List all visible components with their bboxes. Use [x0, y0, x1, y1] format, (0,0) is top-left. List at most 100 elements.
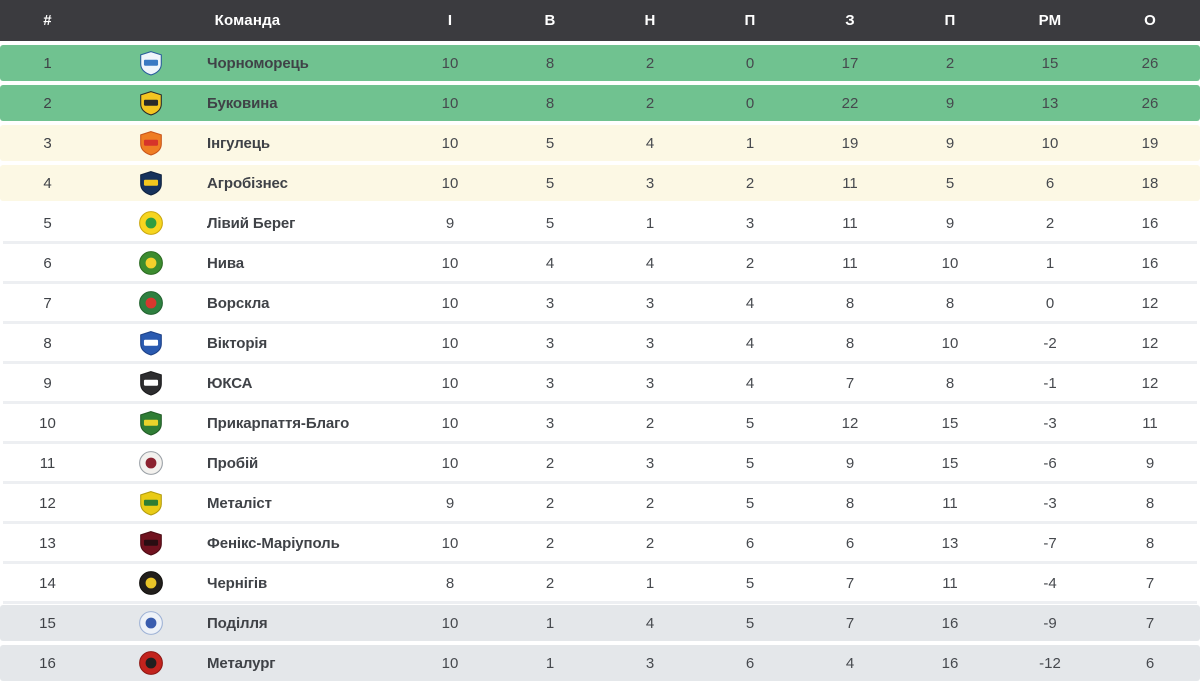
rank-cell: 6 — [43, 254, 52, 272]
goal-diff-cell: -2 — [1043, 334, 1057, 352]
team-name: Чернігів — [207, 574, 268, 592]
team-logo-icon — [95, 490, 207, 516]
table-row[interactable]: 14 Чернігів 8 2 1 5 7 11 -4 7 — [0, 565, 1200, 601]
rank-cell: 10 — [39, 414, 56, 432]
points-cell: 8 — [1145, 494, 1155, 512]
team-name: Інгулець — [207, 134, 270, 152]
played-cell: 10 — [441, 254, 459, 272]
played-cell: 10 — [441, 374, 459, 392]
wins-cell: 3 — [545, 334, 555, 352]
team-logo-icon — [95, 570, 207, 596]
goals-against-cell: 16 — [941, 614, 959, 632]
points-cell: 12 — [1141, 294, 1159, 312]
draws-cell: 3 — [645, 334, 655, 352]
table-row[interactable]: 9 ЮКСА 10 3 3 4 7 8 -1 12 — [0, 365, 1200, 401]
wins-cell: 2 — [545, 494, 555, 512]
table-row[interactable]: 7 Ворскла 10 3 3 4 8 8 0 12 — [0, 285, 1200, 321]
table-header-row: # Команда І В Н П З П РМ О — [0, 0, 1200, 41]
goals-for-cell: 11 — [842, 254, 858, 272]
goal-diff-cell: 10 — [1041, 134, 1059, 152]
wins-cell: 3 — [545, 414, 555, 432]
table-row[interactable]: 8 Вікторія 10 3 3 4 8 10 -2 12 — [0, 325, 1200, 361]
points-cell: 7 — [1145, 574, 1155, 592]
played-cell: 10 — [441, 414, 459, 432]
team-logo-icon — [95, 290, 207, 316]
goals-for-cell: 9 — [845, 454, 855, 472]
draws-cell: 2 — [645, 414, 655, 432]
points-cell: 12 — [1141, 374, 1159, 392]
table-row[interactable]: 4 Агробізнес 10 5 3 2 11 5 6 18 — [0, 165, 1200, 201]
rank-cell: 14 — [39, 574, 56, 592]
goal-diff-cell: -3 — [1043, 414, 1057, 432]
goals-for-cell: 11 — [842, 214, 858, 232]
goals-for-cell: 8 — [845, 334, 855, 352]
team-logo-icon — [95, 650, 207, 676]
goal-diff-cell: 6 — [1045, 174, 1055, 192]
points-cell: 6 — [1145, 654, 1155, 672]
goals-against-cell: 9 — [945, 214, 955, 232]
goal-diff-cell: -1 — [1043, 374, 1057, 392]
draws-cell: 1 — [645, 214, 655, 232]
table-row[interactable]: 2 Буковина 10 8 2 0 22 9 13 26 — [0, 85, 1200, 121]
played-cell: 10 — [441, 54, 459, 72]
goals-for-cell: 7 — [845, 614, 855, 632]
played-cell: 9 — [445, 494, 455, 512]
team-logo-icon — [95, 170, 207, 196]
draws-cell: 3 — [645, 294, 655, 312]
team-name: Лівий Берег — [207, 214, 296, 232]
losses-cell: 2 — [745, 254, 755, 272]
table-row[interactable]: 16 Металург 10 1 3 6 4 16 -12 6 — [0, 645, 1200, 681]
table-row[interactable]: 11 Пробій 10 2 3 5 9 15 -6 9 — [0, 445, 1200, 481]
draws-cell: 3 — [645, 174, 655, 192]
team-logo-icon — [95, 50, 207, 76]
losses-cell: 4 — [745, 374, 755, 392]
team-name: Нива — [207, 254, 245, 272]
wins-cell: 5 — [545, 174, 555, 192]
wins-cell: 8 — [545, 94, 555, 112]
losses-cell: 0 — [745, 54, 755, 72]
goals-for-cell: 19 — [841, 134, 859, 152]
rank-cell: 11 — [39, 454, 56, 472]
table-row[interactable]: 5 Лівий Берег 9 5 1 3 11 9 2 16 — [0, 205, 1200, 241]
column-header-wins: В — [544, 12, 556, 29]
table-row[interactable]: 13 Фенікс-Маріуполь 10 2 2 6 6 13 -7 8 — [0, 525, 1200, 561]
team-logo-icon — [95, 610, 207, 636]
draws-cell: 1 — [645, 574, 655, 592]
points-cell: 18 — [1141, 174, 1159, 192]
goal-diff-cell: 1 — [1045, 254, 1055, 272]
column-header-goals-against: П — [944, 12, 956, 29]
draws-cell: 4 — [645, 254, 655, 272]
points-cell: 12 — [1141, 334, 1159, 352]
table-row[interactable]: 15 Поділля 10 1 4 5 7 16 -9 7 — [0, 605, 1200, 641]
goals-for-cell: 8 — [845, 294, 855, 312]
wins-cell: 8 — [545, 54, 555, 72]
draws-cell: 2 — [645, 534, 655, 552]
played-cell: 10 — [441, 334, 459, 352]
goals-against-cell: 10 — [941, 254, 959, 272]
draws-cell: 2 — [645, 94, 655, 112]
goals-against-cell: 8 — [945, 374, 955, 392]
column-header-points: О — [1144, 12, 1156, 29]
table-row[interactable]: 12 Металіст 9 2 2 5 8 11 -3 8 — [0, 485, 1200, 521]
table-row[interactable]: 3 Інгулець 10 5 4 1 19 9 10 19 — [0, 125, 1200, 161]
team-logo-icon — [95, 330, 207, 356]
table-row[interactable]: 6 Нива 10 4 4 2 11 10 1 16 — [0, 245, 1200, 281]
table-row[interactable]: 1 Чорноморець 10 8 2 0 17 2 15 26 — [0, 45, 1200, 81]
rank-cell: 7 — [43, 294, 52, 312]
played-cell: 10 — [441, 134, 459, 152]
goals-against-cell: 13 — [941, 534, 959, 552]
points-cell: 19 — [1141, 134, 1159, 152]
team-name: Металіст — [207, 494, 272, 512]
points-cell: 26 — [1141, 54, 1159, 72]
goal-diff-cell: -7 — [1043, 534, 1057, 552]
points-cell: 9 — [1145, 454, 1155, 472]
goals-against-cell: 2 — [945, 54, 955, 72]
goal-diff-cell: -12 — [1039, 654, 1061, 672]
draws-cell: 4 — [645, 614, 655, 632]
points-cell: 8 — [1145, 534, 1155, 552]
losses-cell: 5 — [745, 494, 755, 512]
rank-cell: 8 — [43, 334, 52, 352]
played-cell: 9 — [445, 214, 455, 232]
table-row[interactable]: 10 Прикарпаття-Благо 10 3 2 5 12 15 -3 11 — [0, 405, 1200, 441]
